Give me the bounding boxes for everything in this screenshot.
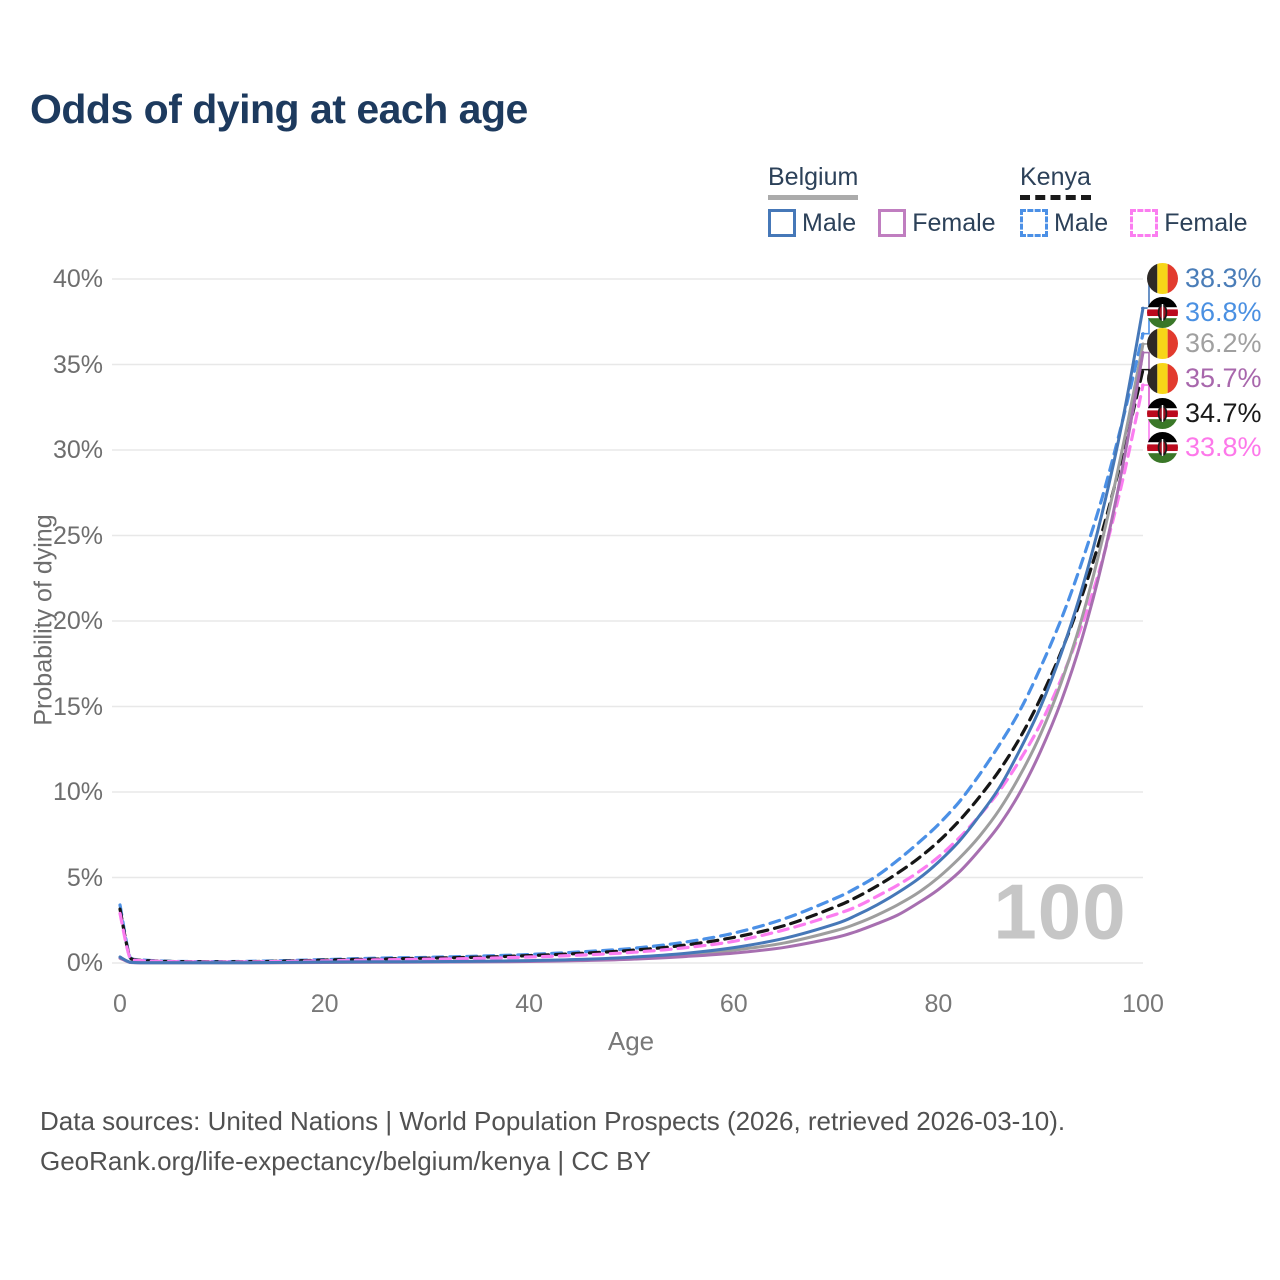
legend-item-kenya-male[interactable]: Male [1020, 209, 1108, 237]
legend-item-belgium-male[interactable]: Male [768, 209, 856, 237]
legend-label-belgium-female: Female [912, 209, 996, 237]
y-axis-tick: 35% [52, 350, 103, 379]
y-axis-tick: 25% [52, 521, 103, 550]
data-sources-credit: Data sources: United Nations | World Pop… [40, 1106, 1066, 1136]
end-value: 36.8% [1185, 296, 1262, 327]
legend-item-kenya-female[interactable]: Female [1130, 209, 1248, 237]
series-line-belgium-female[interactable] [118, 351, 1145, 965]
y-axis-tick: 40% [52, 265, 103, 293]
end-value: 33.8% [1185, 431, 1262, 462]
y-axis-tick: 10% [52, 778, 103, 806]
y-axis-tick: 15% [52, 692, 103, 721]
belgium-female-swatch-icon [878, 209, 907, 237]
georank-credit: GeoRank.org/life-expectancy/belgium/keny… [40, 1146, 651, 1176]
kenya-flag-icon [1147, 431, 1178, 463]
legend-kenya-title: Kenya [1020, 163, 1091, 200]
legend-label-kenya-male: Male [1054, 209, 1109, 237]
belgium-male-swatch-icon [768, 209, 796, 237]
series-line-kenya-female[interactable] [118, 383, 1145, 964]
y-axis-tick: 30% [52, 436, 103, 464]
legend-group-kenya: Kenya Male Female [1020, 163, 1248, 237]
end-label-belgium-male: 38.3% [1147, 261, 1262, 295]
page-title: Odds of dying at each age [30, 86, 528, 132]
belgium-flag-icon [1147, 327, 1178, 359]
x-axis-tick: 20 [310, 990, 339, 1018]
y-axis-tick: 0% [66, 949, 103, 977]
belgium-flag-icon [1147, 362, 1178, 394]
x-axis-tick: 100 [1122, 990, 1164, 1018]
kenya-male-swatch-icon [1020, 209, 1048, 237]
y-axis-tick: 20% [52, 607, 103, 635]
end-label-kenya-male: 36.8% [1147, 295, 1262, 329]
x-axis-tick: 0 [113, 990, 127, 1018]
legend-label-belgium-male: Male [802, 209, 857, 237]
end-label-belgium-total: 36.2% [1147, 326, 1262, 360]
x-axis-title: Age [607, 1026, 655, 1056]
y-axis-tick: 5% [66, 863, 103, 892]
end-label-belgium-female: 35.7% [1147, 361, 1262, 395]
series-line-kenya-total[interactable] [118, 368, 1145, 964]
legend-item-belgium-female[interactable]: Female [878, 209, 996, 237]
end-label-kenya-female: 33.8% [1147, 430, 1262, 464]
end-label-kenya-total: 34.7% [1147, 396, 1262, 430]
age-watermark: 100 [993, 867, 1127, 956]
series-line-kenya-male[interactable] [118, 332, 1145, 964]
end-value: 38.3% [1185, 262, 1262, 293]
legend-label-kenya-female: Female [1164, 209, 1248, 237]
x-axis-tick: 80 [924, 990, 953, 1018]
kenya-flag-icon [1147, 397, 1178, 429]
legend-belgium-title: Belgium [768, 163, 859, 200]
x-axis-tick: 60 [719, 990, 748, 1018]
end-value: 34.7% [1185, 397, 1262, 428]
x-axis-tick: 40 [515, 990, 544, 1018]
kenya-flag-icon [1147, 296, 1178, 328]
end-value: 35.7% [1185, 362, 1262, 393]
series-line-belgium-male[interactable] [118, 306, 1145, 965]
series-line-belgium-total[interactable] [118, 342, 1145, 965]
legend-group-belgium: Belgium Male Female [768, 163, 996, 237]
belgium-flag-icon [1147, 262, 1178, 294]
end-value: 36.2% [1185, 327, 1262, 358]
kenya-female-swatch-icon [1130, 209, 1159, 237]
